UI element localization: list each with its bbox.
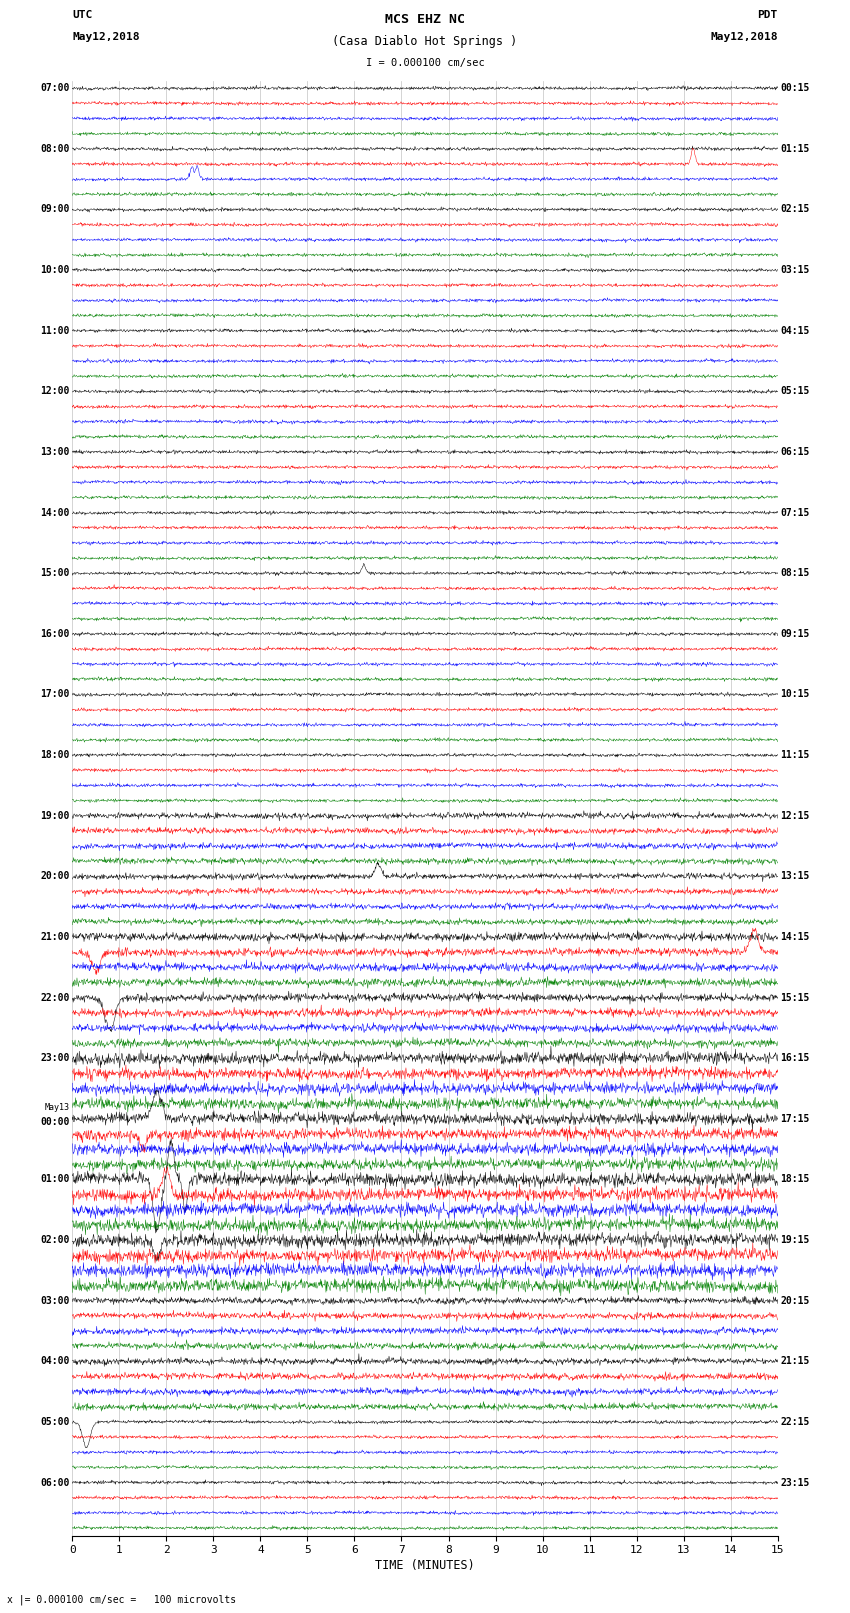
Text: 18:00: 18:00 (40, 750, 70, 760)
Text: 19:15: 19:15 (780, 1236, 810, 1245)
Text: 14:15: 14:15 (780, 932, 810, 942)
Text: 11:00: 11:00 (40, 326, 70, 336)
Text: 15:15: 15:15 (780, 992, 810, 1003)
Text: 13:15: 13:15 (780, 871, 810, 881)
Text: 01:00: 01:00 (40, 1174, 70, 1184)
Text: 16:15: 16:15 (780, 1053, 810, 1063)
Text: 12:00: 12:00 (40, 387, 70, 397)
Text: 21:00: 21:00 (40, 932, 70, 942)
Text: x |= 0.000100 cm/sec =   100 microvolts: x |= 0.000100 cm/sec = 100 microvolts (7, 1594, 236, 1605)
Text: 02:15: 02:15 (780, 205, 810, 215)
Text: 06:15: 06:15 (780, 447, 810, 456)
Text: 08:00: 08:00 (40, 144, 70, 153)
Text: 09:15: 09:15 (780, 629, 810, 639)
Text: May13: May13 (45, 1103, 70, 1111)
Text: 17:15: 17:15 (780, 1115, 810, 1124)
Text: PDT: PDT (757, 10, 778, 19)
Text: 23:00: 23:00 (40, 1053, 70, 1063)
Text: 22:00: 22:00 (40, 992, 70, 1003)
Text: 18:15: 18:15 (780, 1174, 810, 1184)
Text: 08:15: 08:15 (780, 568, 810, 577)
Text: 10:00: 10:00 (40, 265, 70, 276)
Text: 11:15: 11:15 (780, 750, 810, 760)
Text: 13:00: 13:00 (40, 447, 70, 456)
Text: May12,2018: May12,2018 (711, 32, 778, 42)
Text: 07:15: 07:15 (780, 508, 810, 518)
Text: 22:15: 22:15 (780, 1416, 810, 1428)
Text: 04:15: 04:15 (780, 326, 810, 336)
Text: 19:00: 19:00 (40, 811, 70, 821)
Text: May12,2018: May12,2018 (72, 32, 139, 42)
Text: 03:00: 03:00 (40, 1295, 70, 1305)
Text: 05:15: 05:15 (780, 387, 810, 397)
Text: (Casa Diablo Hot Springs ): (Casa Diablo Hot Springs ) (332, 35, 518, 48)
Text: 05:00: 05:00 (40, 1416, 70, 1428)
X-axis label: TIME (MINUTES): TIME (MINUTES) (375, 1560, 475, 1573)
Text: 16:00: 16:00 (40, 629, 70, 639)
Text: 17:00: 17:00 (40, 689, 70, 700)
Text: UTC: UTC (72, 10, 93, 19)
Text: MCS EHZ NC: MCS EHZ NC (385, 13, 465, 26)
Text: 10:15: 10:15 (780, 689, 810, 700)
Text: 02:00: 02:00 (40, 1236, 70, 1245)
Text: 07:00: 07:00 (40, 84, 70, 94)
Text: 01:15: 01:15 (780, 144, 810, 153)
Text: 14:00: 14:00 (40, 508, 70, 518)
Text: 15:00: 15:00 (40, 568, 70, 577)
Text: 00:00: 00:00 (40, 1118, 70, 1127)
Text: 03:15: 03:15 (780, 265, 810, 276)
Text: 06:00: 06:00 (40, 1478, 70, 1487)
Text: 00:15: 00:15 (780, 84, 810, 94)
Text: 09:00: 09:00 (40, 205, 70, 215)
Text: 12:15: 12:15 (780, 811, 810, 821)
Text: 20:00: 20:00 (40, 871, 70, 881)
Text: 04:00: 04:00 (40, 1357, 70, 1366)
Text: 23:15: 23:15 (780, 1478, 810, 1487)
Text: I = 0.000100 cm/sec: I = 0.000100 cm/sec (366, 58, 484, 68)
Text: 20:15: 20:15 (780, 1295, 810, 1305)
Text: 21:15: 21:15 (780, 1357, 810, 1366)
